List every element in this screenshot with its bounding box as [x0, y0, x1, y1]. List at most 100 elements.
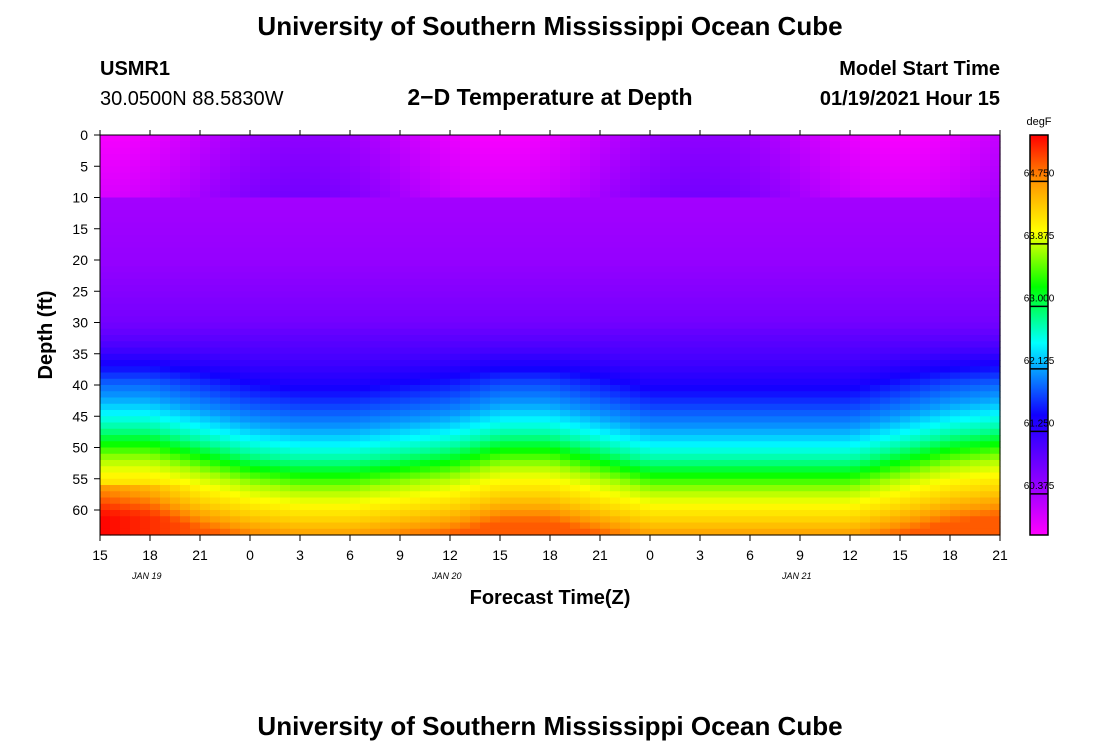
- heatmap-cell: [280, 397, 291, 405]
- heatmap-cell: [620, 503, 631, 511]
- heatmap-cell: [320, 335, 331, 342]
- heatmap-cell: [160, 216, 171, 224]
- heatmap-cell: [100, 441, 111, 449]
- heatmap-cell: [140, 416, 151, 424]
- heatmap-cell: [150, 178, 161, 186]
- heatmap-cell: [660, 428, 671, 436]
- heatmap-cell: [460, 522, 471, 530]
- heatmap-cell: [330, 228, 341, 236]
- heatmap-cell: [120, 372, 131, 380]
- heatmap-cell: [740, 160, 751, 167]
- heatmap-cell: [450, 210, 461, 217]
- heatmap-cell: [770, 278, 781, 286]
- heatmap-cell: [370, 435, 381, 442]
- heatmap-cell: [230, 435, 241, 442]
- heatmap-cell: [180, 310, 191, 317]
- heatmap-cell: [460, 453, 471, 461]
- heatmap-cell: [710, 522, 721, 530]
- heatmap-cell: [360, 378, 371, 386]
- heatmap-cell: [570, 172, 581, 180]
- heatmap-cell: [300, 241, 311, 249]
- heatmap-cell: [250, 185, 261, 192]
- heatmap-cell: [400, 166, 411, 174]
- heatmap-cell: [340, 528, 351, 536]
- heatmap-cell: [740, 178, 751, 186]
- heatmap-cell: [510, 160, 521, 167]
- heatmap-cell: [430, 310, 441, 317]
- heatmap-cell: [360, 416, 371, 424]
- heatmap-cell: [800, 210, 811, 217]
- heatmap-cell: [790, 322, 801, 330]
- heatmap-cell: [720, 247, 731, 255]
- heatmap-cell: [370, 328, 381, 336]
- heatmap-cell: [800, 178, 811, 186]
- heatmap-cell: [470, 141, 481, 149]
- heatmap-cell: [250, 135, 261, 142]
- heatmap-cell: [700, 303, 711, 311]
- heatmap-cell: [450, 322, 461, 330]
- heatmap-cell: [440, 316, 451, 324]
- heatmap-cell: [420, 185, 431, 192]
- heatmap-cell: [430, 247, 441, 255]
- heatmap-cell: [580, 266, 591, 274]
- heatmap-cell: [590, 428, 601, 436]
- heatmap-cell: [120, 422, 131, 430]
- heatmap-cell: [250, 328, 261, 336]
- heatmap-cell: [510, 216, 521, 224]
- heatmap-cell: [630, 435, 641, 442]
- heatmap-cell: [460, 441, 471, 449]
- heatmap-cell: [140, 147, 151, 155]
- heatmap-cell: [790, 410, 801, 417]
- heatmap-cell: [160, 241, 171, 249]
- heatmap-cell: [630, 378, 641, 386]
- heatmap-cell: [680, 310, 691, 317]
- heatmap-cell: [500, 410, 511, 417]
- heatmap-cell: [170, 397, 181, 405]
- heatmap-cell: [710, 166, 721, 174]
- heatmap-cell: [180, 147, 191, 155]
- heatmap-cell: [130, 372, 141, 380]
- heatmap-cell: [760, 222, 771, 230]
- heatmap-cell: [130, 485, 141, 492]
- heatmap-cell: [430, 235, 441, 242]
- heatmap-cell: [120, 191, 131, 199]
- heatmap-cell: [440, 378, 451, 386]
- heatmap-cell: [660, 503, 671, 511]
- heatmap-cell: [520, 391, 531, 399]
- heatmap-cell: [170, 460, 181, 467]
- heatmap-cell: [290, 147, 301, 155]
- heatmap-cell: [710, 141, 721, 149]
- heatmap-cell: [670, 328, 681, 336]
- heatmap-cell: [170, 178, 181, 186]
- heatmap-cell: [640, 416, 651, 424]
- heatmap-cell: [100, 366, 111, 374]
- heatmap-cell: [600, 447, 611, 455]
- heatmap-cell: [840, 310, 851, 317]
- heatmap-cell: [530, 516, 541, 524]
- heatmap-cell: [100, 435, 111, 442]
- heatmap-cell: [740, 216, 751, 224]
- heatmap-cell: [120, 385, 131, 392]
- heatmap-cell: [270, 410, 281, 417]
- heatmap-cell: [180, 360, 191, 367]
- heatmap-cell: [680, 266, 691, 274]
- heatmap-cell: [860, 160, 871, 167]
- heatmap-cell: [300, 472, 311, 480]
- heatmap-cell: [490, 197, 501, 205]
- heatmap-cell: [560, 135, 571, 142]
- heatmap-cell: [840, 485, 851, 492]
- heatmap-cell: [840, 510, 851, 517]
- heatmap-cell: [430, 322, 441, 330]
- heatmap-cell: [580, 135, 591, 142]
- heatmap-cell: [220, 178, 231, 186]
- heatmap-cell: [380, 428, 391, 436]
- heatmap-cell: [350, 253, 361, 261]
- heatmap-cell: [680, 203, 691, 211]
- heatmap-cell: [410, 216, 421, 224]
- heatmap-cell: [140, 485, 151, 492]
- heatmap-cell: [690, 360, 701, 367]
- heatmap-cell: [680, 222, 691, 230]
- heatmap-cell: [790, 235, 801, 242]
- heatmap-cell: [150, 485, 161, 492]
- heatmap-cell: [500, 303, 511, 311]
